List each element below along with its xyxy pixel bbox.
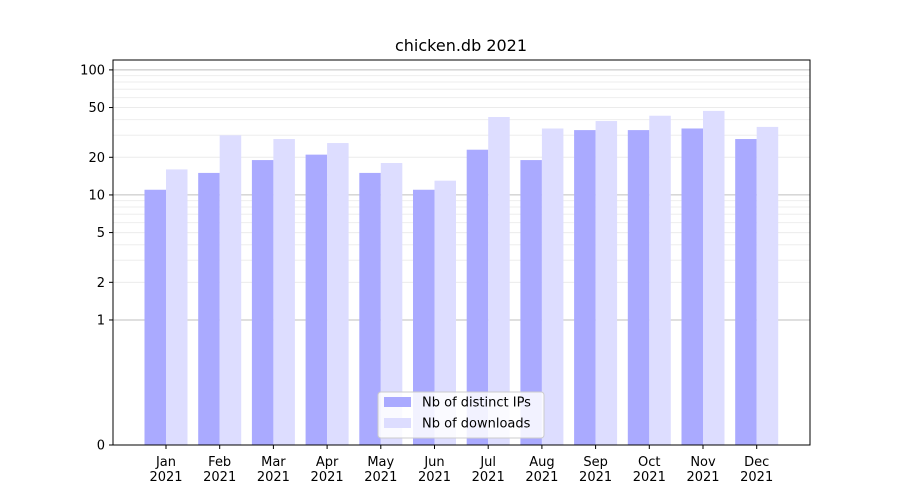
- legend-swatch: [384, 418, 411, 428]
- x-tick-label: Oct 2021: [633, 455, 666, 485]
- bar-downloads: [703, 110, 725, 445]
- plot-frame: [112, 59, 811, 446]
- bar-distinct-ips: [144, 189, 166, 445]
- x-tick-label: Jul 2021: [472, 455, 505, 485]
- y-tick-label: 50: [88, 101, 105, 116]
- bar-downloads: [649, 115, 671, 445]
- y-tick-label: 2: [97, 276, 105, 291]
- bar-downloads: [380, 163, 403, 445]
- y-tick-label: 100: [80, 63, 105, 78]
- y-tick-label: 5: [97, 226, 105, 241]
- bar-downloads: [541, 128, 564, 445]
- x-tick-label: Jun 2021: [418, 455, 451, 485]
- x-tick-label: Nov 2021: [686, 455, 719, 485]
- bar-distinct-ips: [413, 189, 435, 445]
- bar-downloads: [434, 180, 456, 445]
- y-tick-label: 10: [88, 188, 105, 203]
- x-axis: Jan 2021 Feb 2021 Mar 2021 Apr 2021 May 2021 Jun 20…: [149, 445, 773, 485]
- x-tick-label: Feb 2021: [203, 455, 236, 485]
- bar-distinct-ips: [735, 139, 757, 445]
- x-tick-label: Dec 2021: [740, 455, 773, 485]
- bar-downloads: [756, 126, 779, 446]
- y-tick-label: 1: [97, 313, 105, 328]
- y-tick-label: 20: [88, 151, 105, 166]
- bar-downloads: [166, 169, 188, 445]
- bars: [144, 110, 779, 446]
- bar-distinct-ips: [359, 172, 381, 445]
- x-tick-label: Jan 2021: [149, 455, 182, 485]
- bar-distinct-ips: [520, 160, 542, 445]
- bar-distinct-ips: [251, 160, 274, 445]
- legend-label: Nb of downloads: [422, 417, 531, 432]
- bar-downloads: [488, 117, 510, 445]
- x-tick-label: May 2021: [364, 455, 397, 485]
- legend-label: Nb of distinct IPs: [422, 396, 531, 411]
- y-tick-label: 0: [97, 439, 105, 454]
- y-axis: 0 1 2 5 10 20 50 100: [80, 63, 113, 454]
- bar-downloads: [273, 139, 295, 445]
- bar-distinct-ips: [627, 130, 650, 445]
- bar-distinct-ips: [198, 172, 220, 445]
- legend-frame: [377, 391, 545, 439]
- x-tick-label: Apr 2021: [311, 455, 344, 485]
- bar-downloads: [595, 121, 618, 446]
- x-tick-label: Aug 2021: [525, 455, 558, 485]
- x-tick-label: Mar 2021: [257, 455, 290, 485]
- bar-distinct-ips: [305, 154, 328, 446]
- legend-swatch: [384, 397, 411, 407]
- bar-distinct-ips: [681, 128, 703, 445]
- legend: Nb of distinct IPs Nb of downloads: [377, 391, 545, 439]
- bar-downloads: [219, 135, 242, 445]
- bar-distinct-ips: [466, 149, 489, 446]
- chart-title: chicken.db 2021: [395, 36, 527, 55]
- x-tick-label: Sep 2021: [579, 455, 612, 485]
- bar-distinct-ips: [574, 130, 596, 445]
- bar-downloads: [327, 143, 349, 445]
